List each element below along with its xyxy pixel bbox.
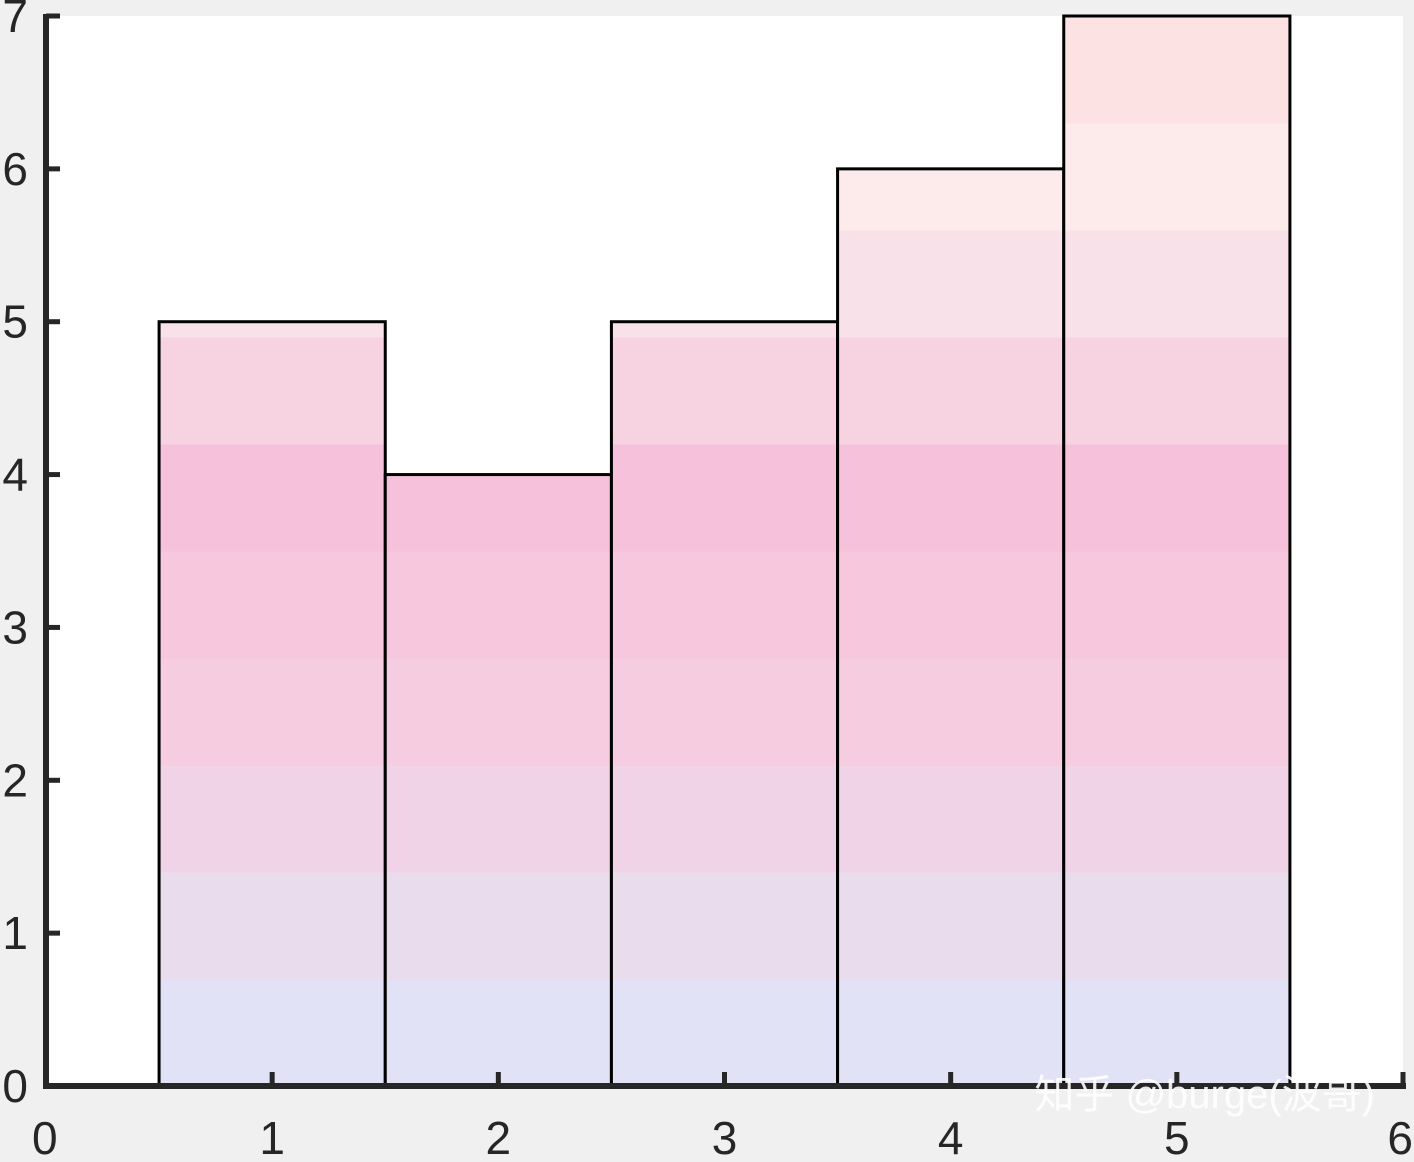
bar-fill-band	[159, 337, 386, 445]
bar-fill-band	[1063, 444, 1290, 552]
bar-fill-band	[385, 872, 612, 980]
y-tick-label: 2	[2, 754, 28, 806]
bar-fill-band	[611, 337, 838, 445]
bar-4	[836, 167, 1066, 1088]
bar-5	[1062, 14, 1292, 1088]
y-tick-label: 1	[2, 907, 28, 959]
bar-fill-band	[385, 979, 612, 1087]
bar-3	[609, 320, 840, 1088]
bar-fill-band	[611, 765, 838, 873]
bar-fill-band	[159, 979, 386, 1087]
x-tick-label: 0	[32, 1112, 58, 1157]
bar-fill-band	[159, 321, 386, 338]
x-tick-label: 1	[259, 1112, 285, 1157]
bar-fill-band	[1063, 123, 1290, 231]
bar-2	[383, 473, 613, 1088]
bar-fill-band	[837, 551, 1064, 659]
bar-fill-band	[837, 979, 1064, 1087]
x-tick-label: 5	[1164, 1112, 1190, 1157]
y-tick-label: 6	[2, 143, 28, 195]
bar-fill-band	[837, 872, 1064, 980]
bar-fill-band	[611, 444, 838, 552]
bar-fill-band	[837, 765, 1064, 873]
bar-fill-band	[1063, 230, 1290, 338]
bar-fill-band	[1063, 658, 1290, 766]
bar-fill-band	[385, 658, 612, 766]
x-tick-label: 3	[712, 1112, 738, 1157]
bar-fill-band	[385, 765, 612, 873]
bar-1	[157, 320, 387, 1088]
bar-fill-band	[837, 168, 1064, 231]
bars-layer	[157, 14, 1292, 1088]
bar-fill-band	[837, 658, 1064, 766]
bar-fill-band	[837, 444, 1064, 552]
watermark-text: 知乎 @burge(波哥)	[1034, 1073, 1375, 1117]
bar-fill-band	[611, 551, 838, 659]
bar-fill-band	[611, 979, 838, 1087]
bar-fill-band	[159, 444, 386, 552]
x-tick-label: 2	[486, 1112, 512, 1157]
bar-fill-band	[159, 872, 386, 980]
bar-fill-band	[837, 230, 1064, 338]
bar-fill-band	[159, 658, 386, 766]
bar-fill-band	[385, 474, 612, 552]
bar-fill-band	[1063, 551, 1290, 659]
bar-fill-band	[385, 551, 612, 659]
x-tick-label: 6	[1387, 1112, 1413, 1157]
y-tick-label: 7	[2, 0, 28, 42]
x-tick-label: 4	[938, 1112, 964, 1157]
bar-fill-band	[1063, 872, 1290, 980]
bar-fill-band	[1063, 337, 1290, 445]
bar-fill-band	[159, 551, 386, 659]
bar-fill-band	[611, 321, 838, 338]
bar-fill-band	[611, 872, 838, 980]
y-tick-label: 3	[2, 601, 28, 653]
y-tick-label: 4	[2, 449, 28, 501]
bar-fill-band	[837, 337, 1064, 445]
y-tick-label: 5	[2, 296, 28, 348]
y-tick-label: 0	[2, 1060, 28, 1112]
bar-fill-band	[159, 765, 386, 873]
bar-fill-band	[1063, 16, 1290, 124]
bar-fill-band	[1063, 979, 1290, 1087]
bar-fill-band	[1063, 765, 1290, 873]
bar-fill-band	[611, 658, 838, 766]
